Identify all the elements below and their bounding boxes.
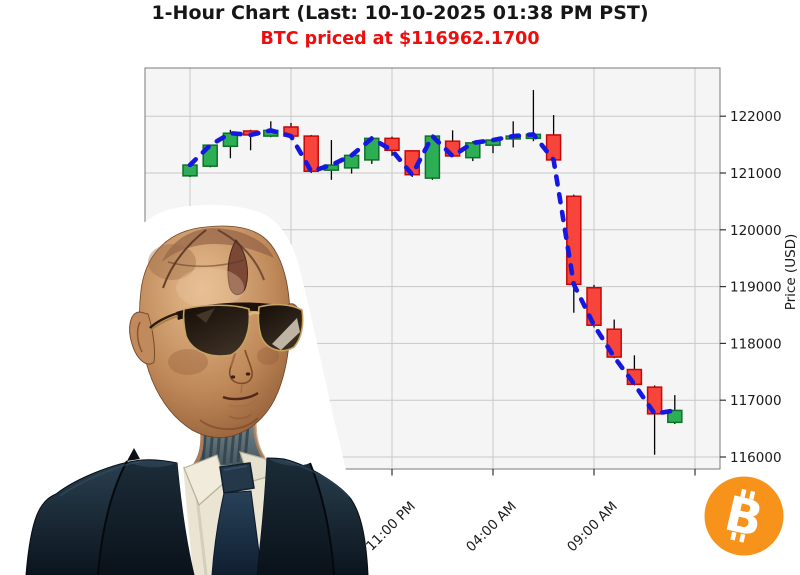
y-tick-label: 117000 — [730, 393, 782, 409]
y-tick-label: 122000 — [730, 109, 782, 125]
lapel-left — [98, 461, 194, 575]
tie-knot — [219, 462, 255, 494]
lapel-right — [257, 458, 334, 575]
chart-subtitle: BTC priced at $116962.1700 — [260, 29, 540, 49]
chart-title: 1-Hour Chart (Last: 10-10-2025 01:38 PM … — [151, 2, 649, 24]
tie — [211, 462, 263, 575]
y-axis-label: Price (USD) — [783, 234, 799, 311]
left-lens — [182, 304, 251, 357]
y-tick-label: 118000 — [730, 336, 782, 352]
y-tick-label: 120000 — [730, 223, 782, 239]
y-tick-label: 121000 — [730, 166, 782, 182]
candle-up — [667, 409, 683, 424]
candle-up — [465, 142, 481, 159]
tie-blade — [211, 490, 263, 575]
sunglasses-icon — [149, 302, 304, 357]
bitcoin-icon — [704, 476, 784, 556]
left-ear — [129, 311, 155, 365]
close-price-line — [187, 128, 678, 417]
y-tick-label: 119000 — [730, 280, 782, 296]
suit-jacket — [25, 448, 369, 575]
y-tick-label: 116000 — [730, 450, 782, 466]
mouth — [222, 391, 259, 401]
